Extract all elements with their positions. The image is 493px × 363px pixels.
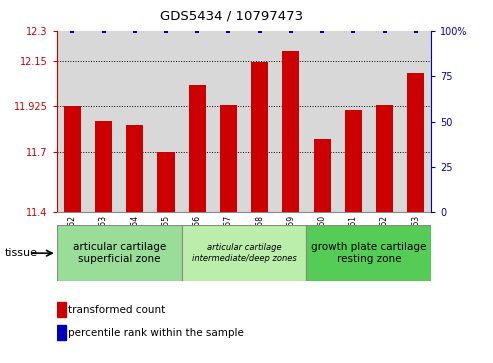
Text: transformed count: transformed count bbox=[68, 305, 165, 315]
Bar bbox=[95, 121, 112, 212]
Bar bbox=[244, 31, 275, 212]
Text: growth plate cartilage
resting zone: growth plate cartilage resting zone bbox=[311, 242, 426, 264]
Text: articular cartilage
intermediate/deep zones: articular cartilage intermediate/deep zo… bbox=[192, 244, 296, 263]
Point bbox=[224, 28, 232, 34]
Bar bbox=[400, 31, 431, 212]
Bar bbox=[220, 106, 237, 212]
Bar bbox=[119, 31, 150, 212]
Bar bbox=[369, 31, 400, 212]
Point bbox=[193, 28, 201, 34]
Bar bbox=[213, 31, 244, 212]
Bar bbox=[282, 51, 299, 212]
Bar bbox=[407, 73, 424, 212]
Bar bbox=[345, 110, 362, 212]
Text: percentile rank within the sample: percentile rank within the sample bbox=[68, 327, 244, 338]
Bar bbox=[314, 139, 331, 212]
Bar bbox=[157, 152, 175, 212]
Point bbox=[131, 28, 139, 34]
FancyBboxPatch shape bbox=[181, 225, 307, 281]
Text: tissue: tissue bbox=[5, 248, 38, 258]
Point bbox=[381, 28, 388, 34]
Point bbox=[287, 28, 295, 34]
Text: articular cartilage
superficial zone: articular cartilage superficial zone bbox=[72, 242, 166, 264]
Bar bbox=[181, 31, 213, 212]
Point bbox=[256, 28, 264, 34]
Bar bbox=[57, 302, 66, 318]
Bar bbox=[251, 62, 268, 212]
Point bbox=[69, 28, 76, 34]
Point bbox=[412, 28, 420, 34]
Bar bbox=[189, 85, 206, 212]
FancyBboxPatch shape bbox=[57, 225, 181, 281]
Bar bbox=[376, 106, 393, 212]
Bar bbox=[338, 31, 369, 212]
Point bbox=[350, 28, 357, 34]
Bar bbox=[126, 125, 143, 212]
Point bbox=[100, 28, 107, 34]
Bar bbox=[57, 31, 88, 212]
Point bbox=[318, 28, 326, 34]
Text: GDS5434 / 10797473: GDS5434 / 10797473 bbox=[160, 9, 303, 22]
Bar bbox=[57, 325, 66, 340]
Bar bbox=[275, 31, 307, 212]
Point bbox=[162, 28, 170, 34]
Bar bbox=[150, 31, 181, 212]
Bar bbox=[307, 31, 338, 212]
FancyBboxPatch shape bbox=[307, 225, 431, 281]
Bar bbox=[88, 31, 119, 212]
Bar bbox=[64, 106, 81, 212]
